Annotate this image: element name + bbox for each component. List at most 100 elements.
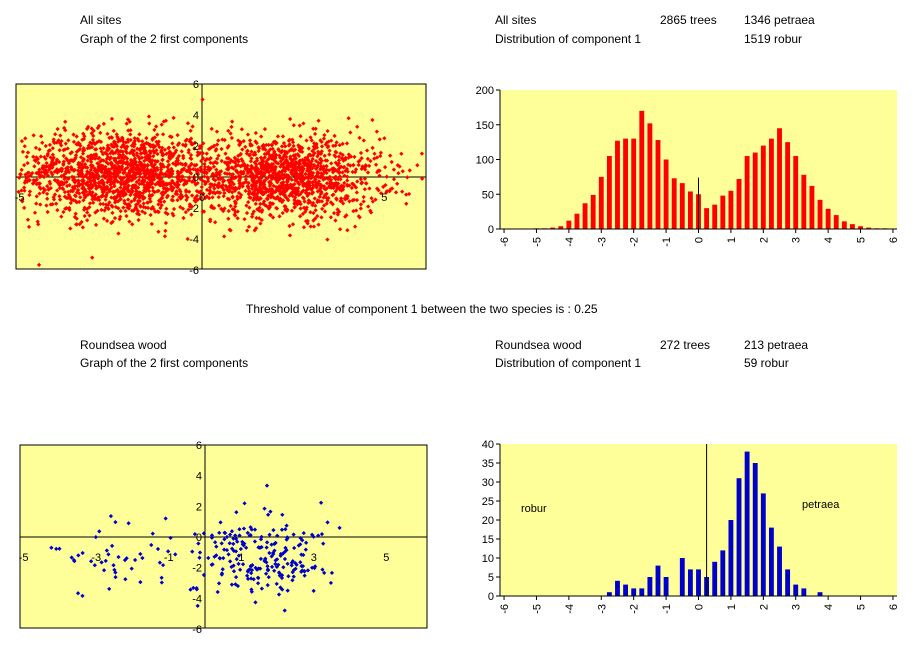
data-point (249, 570, 254, 576)
data-point (217, 530, 222, 535)
data-point (55, 207, 60, 213)
data-point (163, 220, 169, 226)
data-point (373, 162, 379, 167)
data-point (221, 556, 226, 561)
data-point (138, 190, 143, 196)
data-point (268, 168, 274, 173)
data-point (245, 530, 250, 535)
data-point (54, 201, 59, 206)
data-point (404, 192, 409, 197)
data-point (405, 175, 410, 180)
data-point (92, 180, 97, 186)
data-point (351, 182, 356, 187)
data-point (297, 214, 303, 219)
data-point (295, 201, 300, 206)
data-point (219, 176, 225, 181)
data-point (116, 231, 121, 236)
data-point (62, 190, 68, 195)
data-point (93, 173, 98, 179)
data-point (286, 143, 292, 148)
data-point (105, 143, 110, 148)
data-point (162, 234, 168, 239)
data-point (150, 173, 155, 178)
data-point (318, 151, 323, 156)
data-point (328, 184, 334, 189)
data-point (309, 532, 315, 537)
data-point (259, 545, 264, 550)
data-point (324, 181, 330, 186)
data-point (370, 199, 375, 204)
data-point (137, 170, 142, 175)
data-point (109, 116, 115, 122)
data-point (50, 146, 55, 151)
data-point (128, 137, 133, 143)
data-point (353, 185, 359, 190)
data-point (297, 159, 302, 164)
data-point (107, 189, 112, 194)
data-point (316, 179, 322, 184)
data-point (321, 541, 326, 546)
bar (687, 569, 693, 596)
data-point (362, 187, 367, 192)
data-point (254, 215, 259, 221)
data-point (164, 195, 170, 200)
data-point (249, 156, 254, 161)
data-point (293, 168, 299, 174)
data-point (312, 131, 318, 137)
data-point (290, 570, 295, 575)
top-right-subtitle: Distribution of component 1 (495, 32, 642, 46)
bar (850, 224, 855, 229)
data-point (89, 193, 94, 198)
data-point (139, 167, 144, 172)
data-point (311, 218, 316, 223)
data-point (135, 211, 140, 216)
data-point (290, 190, 295, 195)
data-point (22, 185, 27, 190)
data-point (304, 175, 309, 180)
data-point (171, 145, 176, 150)
data-point (176, 177, 181, 182)
data-point (206, 165, 211, 170)
data-point (340, 156, 345, 161)
data-point (334, 150, 339, 155)
data-point (122, 201, 127, 206)
data-point (127, 203, 133, 209)
data-point (111, 165, 117, 171)
x-tick-label: -5 (19, 552, 29, 564)
data-point (279, 144, 285, 149)
data-point (53, 132, 58, 137)
data-point (351, 162, 356, 168)
data-point (52, 161, 57, 166)
data-point (93, 210, 98, 215)
bar (777, 546, 782, 596)
data-point (114, 160, 119, 165)
data-point (275, 533, 280, 538)
data-point (311, 588, 316, 593)
data-point (221, 193, 226, 199)
bar (841, 221, 847, 229)
top-right-trees: 2865 trees (660, 13, 717, 27)
data-point (244, 179, 249, 185)
data-point (62, 176, 67, 182)
data-point (132, 557, 138, 563)
data-point (187, 139, 192, 144)
data-point (206, 146, 212, 152)
data-point (175, 198, 180, 203)
data-point (177, 187, 182, 193)
data-point (340, 185, 345, 190)
data-point (234, 169, 239, 174)
data-point (199, 158, 204, 164)
y-tick-label: 4 (196, 471, 202, 483)
data-point (268, 509, 273, 514)
data-point (378, 150, 384, 155)
data-point (91, 152, 97, 157)
data-point (88, 167, 94, 172)
data-point (139, 164, 144, 169)
data-point (57, 186, 62, 191)
data-point (109, 185, 114, 190)
data-point (255, 581, 261, 586)
x-tick-label: -1 (661, 604, 673, 614)
data-point (116, 136, 121, 142)
data-point (337, 525, 342, 530)
data-point (173, 552, 178, 557)
